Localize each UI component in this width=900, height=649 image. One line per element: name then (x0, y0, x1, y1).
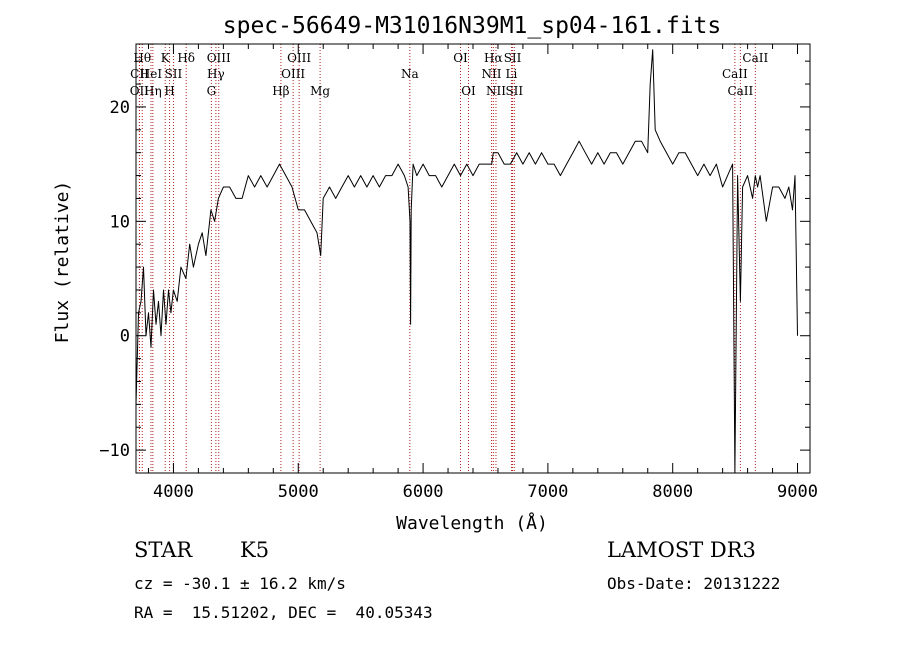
x-tick-label-4000: 4000 (153, 482, 194, 502)
line-label-0: CII (130, 67, 149, 81)
line-label-5: K (161, 51, 171, 65)
coordinates: RA = 15.51202, DEC = 40.05343 (134, 603, 433, 622)
line-label-18: OI (461, 84, 476, 98)
line-label-23: Li (506, 67, 518, 81)
line-label-17: OI (453, 51, 468, 65)
line-label-13: OIII (287, 51, 311, 65)
line-label-16: Na (401, 67, 419, 81)
y-tick-label--10: −10 (99, 441, 130, 461)
redshift-velocity: cz = -30.1 ± 16.2 km/s (134, 574, 346, 593)
x-axis-label: Wavelength (Å) (396, 512, 548, 534)
line-label-3: Hη (144, 84, 162, 98)
line-label-11: G (207, 84, 217, 98)
line-label-26: CaII (722, 67, 748, 81)
line-label-25: CaII (742, 51, 768, 65)
line-label-12: Hβ (272, 84, 289, 98)
y-axis-label: Flux (relative) (52, 181, 73, 344)
line-label-20: NII (481, 67, 501, 81)
y-tick-label-20: 20 (110, 98, 130, 118)
chart-title: spec-56649-M31016N39M1_sp04-161.fits (223, 13, 722, 39)
axes-layer: 4000 5000 6000 7000 8000 9000 −10 0 10 20 (99, 43, 818, 502)
line-label-19: Hα (484, 51, 503, 65)
line-label-24: SII (505, 84, 523, 98)
line-markers (138, 44, 756, 473)
line-label-15: Mg (310, 84, 330, 98)
object-class: STAR (134, 538, 193, 562)
line-label-4: HeI (140, 67, 163, 81)
line-label-7: SII (165, 67, 183, 81)
x-tick-label-7000: 7000 (527, 482, 568, 502)
line-label-9: OIII (207, 51, 231, 65)
x-tick-label-6000: 6000 (403, 482, 444, 502)
line-label-10: Hγ (207, 67, 225, 81)
line-label-1: OII (130, 84, 150, 98)
line-label-6: H (164, 84, 174, 98)
plot-frame (135, 43, 811, 474)
x-tick-label-8000: 8000 (652, 482, 693, 502)
line-label-27: CaII (727, 84, 753, 98)
spectrum-layer (135, 49, 798, 474)
x-tick-label-9000: 9000 (777, 482, 818, 502)
line-label-21: NII (486, 84, 506, 98)
line-label-14: OIII (281, 67, 305, 81)
y-tick-label-10: 10 (110, 212, 130, 232)
x-tick-label-5000: 5000 (278, 482, 319, 502)
spectrum-line (135, 49, 798, 474)
line-label-22: SII (504, 51, 522, 65)
spectral-type: K5 (240, 538, 270, 562)
line-label-8: Hδ (177, 51, 195, 65)
survey-name: LAMOST DR3 (607, 538, 756, 562)
observation-date: Obs-Date: 20131222 (607, 574, 781, 593)
y-tick-label-0: 0 (120, 327, 130, 347)
